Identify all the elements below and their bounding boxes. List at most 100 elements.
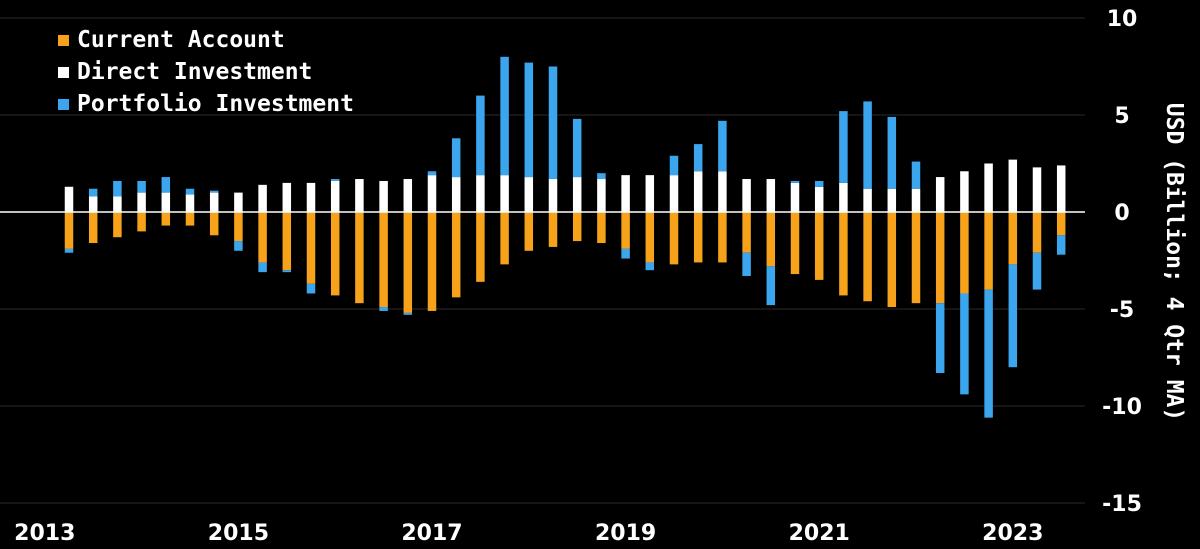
bar <box>863 212 872 302</box>
bar <box>137 180 146 193</box>
x-tick-label: 2015 <box>208 521 269 546</box>
bar <box>209 192 219 212</box>
bar <box>935 177 945 212</box>
bar <box>693 171 703 212</box>
bar <box>839 182 848 212</box>
bar <box>548 66 558 180</box>
y-tick-label: 0 <box>1114 201 1129 226</box>
bar <box>548 212 558 247</box>
bar <box>500 212 509 265</box>
bar <box>355 212 364 304</box>
y-tick-label: -10 <box>1102 395 1142 420</box>
bar <box>669 155 679 176</box>
bar <box>88 212 98 244</box>
bar <box>572 118 582 178</box>
bar <box>645 175 655 212</box>
bar <box>330 180 340 212</box>
bar <box>258 262 267 273</box>
gridlines <box>0 17 1085 504</box>
bar <box>88 196 98 212</box>
bar <box>621 248 630 259</box>
bar <box>258 212 267 263</box>
legend-swatch <box>58 99 69 110</box>
bar <box>621 175 630 212</box>
bar <box>113 180 122 197</box>
bar <box>185 212 195 226</box>
bar <box>572 212 582 242</box>
legend-label: Direct Investment <box>77 59 312 85</box>
bar <box>355 179 364 212</box>
bar <box>572 177 582 212</box>
y-axis: 10 5 0 -5 -10 -15 <box>1102 7 1142 517</box>
bar <box>790 180 800 183</box>
bar <box>379 307 388 311</box>
bar <box>1056 212 1066 236</box>
bar <box>984 212 993 290</box>
bar <box>161 177 171 193</box>
bar <box>258 184 267 212</box>
bar <box>524 212 534 251</box>
bar <box>839 212 848 296</box>
bar <box>766 179 776 212</box>
bar <box>645 212 655 263</box>
y-tick-label: -15 <box>1102 492 1142 517</box>
y-tick-label: 5 <box>1114 104 1129 129</box>
bar <box>161 212 171 226</box>
bar <box>330 212 340 296</box>
bar <box>476 95 485 176</box>
bar <box>1032 212 1042 253</box>
bar <box>500 56 509 176</box>
bar <box>330 179 340 181</box>
bar <box>234 192 243 212</box>
legend-swatch <box>58 35 69 46</box>
bar <box>1032 252 1042 290</box>
bar <box>451 212 461 298</box>
bar <box>984 163 993 212</box>
bar <box>863 101 872 189</box>
bar <box>161 192 171 212</box>
bar <box>379 212 388 308</box>
bar <box>524 177 534 212</box>
bar <box>814 212 824 280</box>
x-tick-label: 2017 <box>401 521 462 546</box>
bar <box>64 186 74 212</box>
bar <box>306 182 316 212</box>
bar <box>137 212 146 232</box>
bar <box>597 179 606 212</box>
bar <box>427 171 437 176</box>
bar <box>113 212 122 238</box>
bar <box>64 248 74 253</box>
bar <box>766 266 776 306</box>
legend-label: Current Account <box>77 27 285 53</box>
bar <box>88 188 98 197</box>
bar <box>282 182 292 212</box>
bar <box>887 188 897 212</box>
bar <box>1008 212 1018 265</box>
bar <box>790 212 800 275</box>
bar <box>935 303 945 374</box>
bar <box>911 188 921 212</box>
bar <box>379 180 388 212</box>
bar <box>1056 235 1066 255</box>
bar <box>935 212 945 304</box>
bar <box>234 241 243 251</box>
x-tick-label: 2021 <box>789 521 850 546</box>
bar <box>693 144 703 172</box>
bar <box>1008 159 1018 212</box>
x-tick-label: 2023 <box>982 521 1043 546</box>
bar <box>621 212 630 249</box>
y-axis-title: USD (Billion; 4 Qtr MA) <box>1161 103 1187 422</box>
bar <box>209 212 219 236</box>
bar <box>863 188 872 212</box>
bar <box>209 190 219 193</box>
bar <box>887 116 897 189</box>
bar <box>718 120 727 172</box>
bar <box>960 212 969 294</box>
bar <box>113 196 122 212</box>
bar <box>185 188 195 195</box>
bar <box>669 175 679 212</box>
bar <box>427 212 437 311</box>
bar <box>476 175 485 212</box>
bar <box>960 171 969 212</box>
bar <box>911 161 921 189</box>
